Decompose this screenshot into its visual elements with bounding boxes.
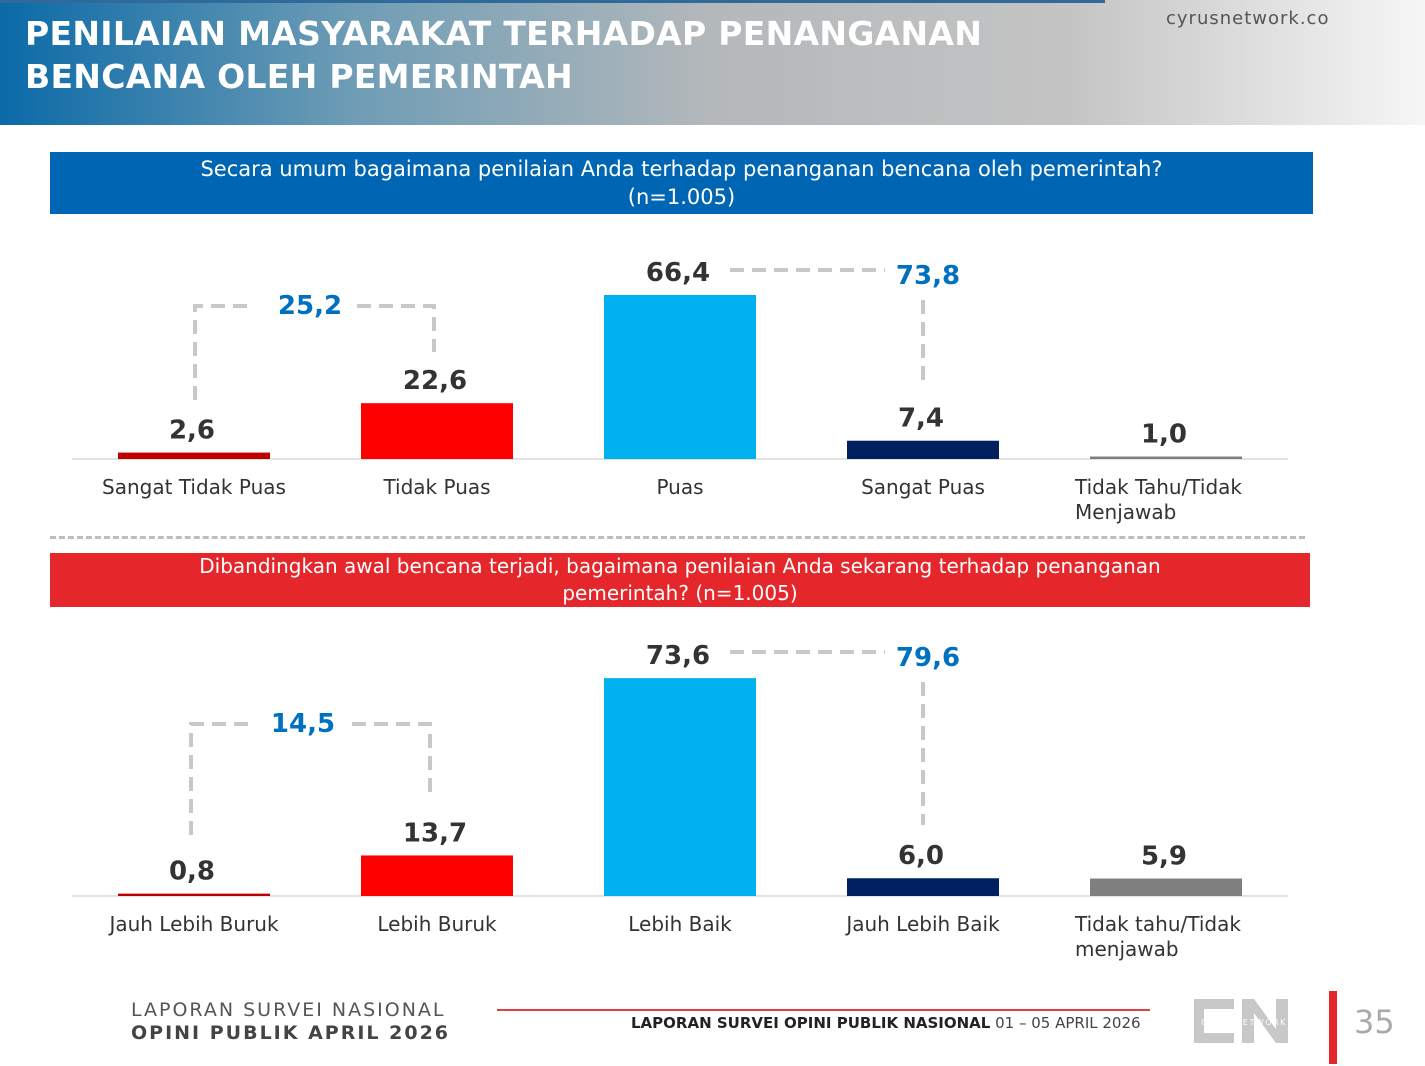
category-label: Tidak Tahu/Tidak Menjawab — [1075, 475, 1242, 524]
title-line-2: BENCANA OLEH PEMERINTAH — [25, 57, 573, 96]
category-label: Tidak tahu/Tidak menjawab — [1075, 912, 1241, 961]
question-1-n: (n=1.005) — [627, 185, 736, 209]
group-total-label: 79,6 — [896, 643, 960, 673]
group-bracket — [189, 722, 432, 835]
bar-2 — [361, 855, 513, 896]
bar-value-label: 13,7 — [403, 818, 467, 848]
footer-bold: LAPORAN SURVEI OPINI PUBLIK NASIONAL — [631, 1014, 991, 1032]
bar-5 — [1090, 878, 1242, 896]
chart-1: 2,6 22,6 66,4 7,4 1,0 25,2 73,8 — [72, 258, 1288, 460]
bar-value-label: 7,4 — [898, 404, 944, 434]
footer-line — [497, 1009, 1150, 1011]
footer-red-bar — [1329, 991, 1337, 1064]
bar-value-label: 0,8 — [169, 857, 215, 887]
category-label: Sangat Puas — [861, 475, 985, 499]
page-number: 35 — [1354, 1003, 1395, 1041]
bar-value-label: 1,0 — [1141, 420, 1187, 450]
header-line — [0, 0, 1105, 3]
chart-2: 0,8 13,7 73,6 6,0 5,9 14,5 79,6 — [72, 641, 1288, 897]
question-2-n: pemerintah? (n=1.005) — [562, 581, 798, 605]
group-total-label: 14,5 — [271, 709, 335, 739]
report-title: LAPORAN SURVEI NASIONAL OPINI PUBLIK APRI… — [131, 999, 450, 1045]
question-2-banner: Dibandingkan awal bencana terjadi, bagai… — [50, 553, 1310, 607]
bar-2 — [361, 403, 513, 459]
bar-4 — [847, 878, 999, 896]
category-label: Lebih Baik — [628, 912, 732, 936]
bar-3 — [604, 678, 756, 896]
bar-1 — [118, 452, 270, 459]
title-line-1: PENILAIAN MASYARAKAT TERHADAP PENANGANAN — [25, 14, 983, 53]
bar-5 — [1090, 456, 1242, 459]
footer-report-info: LAPORAN SURVEI OPINI PUBLIK NASIONAL 01 … — [631, 1014, 1141, 1032]
report-line-1: LAPORAN SURVEI NASIONAL — [131, 999, 446, 1021]
bar-value-label: 6,0 — [898, 841, 944, 871]
category-label: Jauh Lebih Buruk — [109, 912, 279, 936]
report-line-2: OPINI PUBLIK APRIL 2026 — [131, 1022, 451, 1044]
group-bracket — [730, 650, 925, 825]
bar-1 — [118, 893, 270, 896]
category-label: Sangat Tidak Puas — [102, 475, 286, 499]
bar-value-label: 5,9 — [1141, 842, 1187, 872]
site-name: cyrusnetwork.co — [1166, 8, 1330, 29]
group-total-label: 73,8 — [896, 261, 960, 291]
category-label: Lebih Buruk — [377, 912, 497, 936]
category-label: Puas — [656, 475, 704, 499]
group-bracket — [730, 268, 925, 388]
bar-value-label: 22,6 — [403, 366, 467, 396]
bar-3 — [604, 294, 756, 459]
group-total-label: 25,2 — [278, 291, 342, 321]
page-title: PENILAIAN MASYARAKAT TERHADAP PENANGANAN… — [25, 12, 982, 98]
bar-value-label: 73,6 — [646, 641, 710, 671]
bar-value-label: 66,4 — [646, 258, 710, 288]
question-1-banner: Secara umum bagaimana penilaian Anda ter… — [50, 152, 1313, 214]
footer-date: 01 – 05 APRIL 2026 — [995, 1014, 1141, 1032]
header-banner: PENILAIAN MASYARAKAT TERHADAP PENANGANAN… — [0, 0, 1425, 125]
question-1-text: Secara umum bagaimana penilaian Anda ter… — [200, 157, 1163, 181]
dashed-separator — [50, 536, 1305, 539]
cyrus-network-logo: CYRUSNETWORK — [1194, 999, 1288, 1043]
category-label: Jauh Lebih Baik — [846, 912, 1000, 936]
question-2-text: Dibandingkan awal bencana terjadi, bagai… — [199, 554, 1161, 578]
category-label: Tidak Puas — [383, 475, 491, 499]
bar-value-label: 2,6 — [169, 416, 215, 446]
svg-text:CYRUSNETWORK: CYRUSNETWORK — [1201, 1018, 1287, 1027]
group-bracket — [193, 304, 436, 400]
bar-4 — [847, 440, 999, 459]
